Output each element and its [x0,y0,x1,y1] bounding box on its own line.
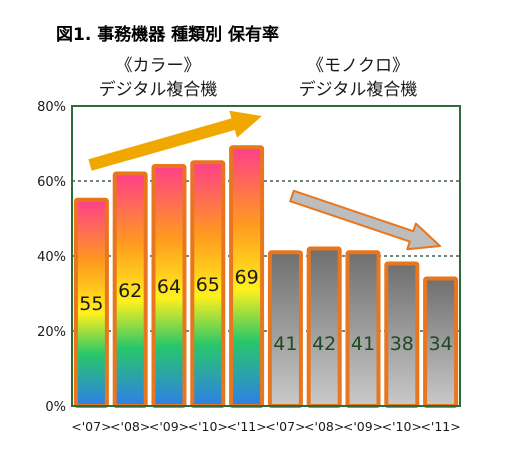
x-tick-label: <'07> [71,419,111,434]
bar-value-label: 64 [157,276,181,298]
trend-up-arrow [88,110,263,171]
bar-mono-2 [345,250,381,408]
bar-mono-0 [267,250,303,408]
bars: 55 62 64 65 69 41 42 41 38 34 [73,145,459,408]
x-tick-label: <'08> [304,419,344,434]
group-label-mono-line1: 《モノクロ》 [307,56,409,76]
x-tick-label: <'08> [110,419,150,434]
y-tick-label: 80% [37,100,66,115]
group-label-color: 《カラー》 デジタル複合機 [99,56,218,100]
plot-frame [71,105,461,407]
bar-value-label: 62 [118,280,142,302]
trend-down-arrow [289,189,441,251]
x-tick-label: <'11> [420,419,460,434]
trend-arrows [88,110,441,251]
bar-value-label: 55 [79,293,103,315]
bar-value-label: 42 [312,333,336,355]
x-tick-label: <'09> [343,419,383,434]
bar-value-label: 34 [429,333,453,355]
x-tick-label: <'07> [265,419,305,434]
group-label-color-line1: 《カラー》 [116,56,201,76]
y-tick-label: 40% [37,250,66,265]
x-tick-label: <'10> [188,419,228,434]
x-axis-categories: <'07><'08><'09><'10><'11><'07><'08><'09>… [71,419,460,434]
y-tick-label: 60% [37,175,66,190]
bar-value-label: 65 [196,274,220,296]
group-label-mono: 《モノクロ》 デジタル複合機 [299,56,418,100]
group-label-color-line2: デジタル複合機 [99,79,218,100]
y-tick-label: 0% [45,400,66,415]
bar-value-label: 41 [273,333,297,355]
bar-value-label: 38 [390,333,414,355]
bar-value-label: 69 [235,267,259,289]
x-tick-label: <'11> [226,419,266,434]
chart-title: 図1. 事務機器 種類別 保有率 [56,24,279,45]
group-label-mono-line2: デジタル複合機 [299,79,418,100]
bar-mono-1 [306,246,342,408]
x-tick-label: <'10> [382,419,422,434]
y-tick-label: 20% [37,325,66,340]
y-axis-ticks: 0% 20% 40% 60% 80% [37,100,66,415]
gridlines [72,180,460,332]
x-tick-label: <'09> [149,419,189,434]
bar-value-label: 41 [351,333,375,355]
